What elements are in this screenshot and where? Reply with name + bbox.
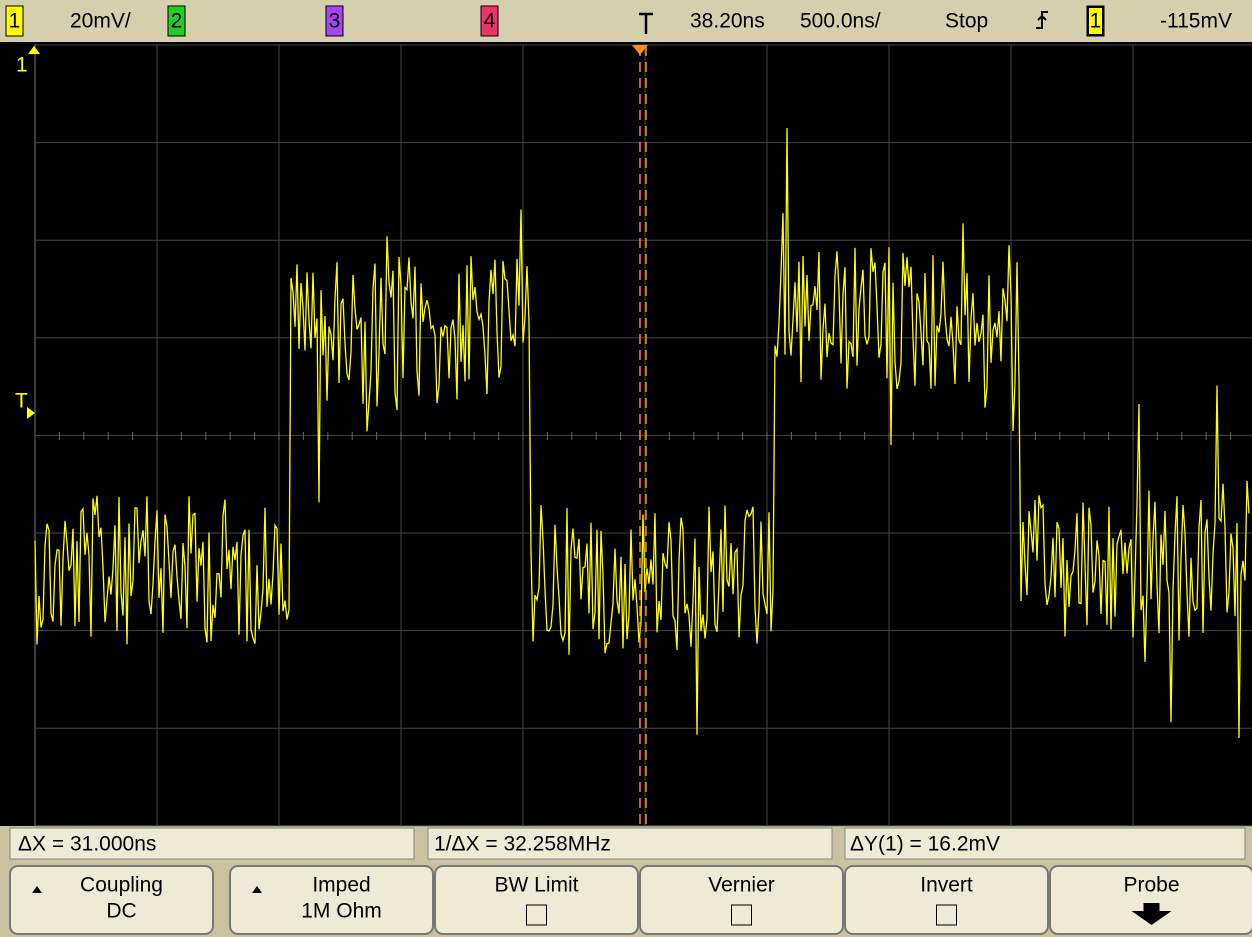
checkbox[interactable]: [937, 905, 957, 925]
softkey-label: Invert: [920, 874, 973, 897]
scope-display: 1 20mV/ 2 3 4 38.20ns 500.0ns/ Stop 1 -1…: [0, 0, 1252, 937]
softkey-value: 1M Ohm: [301, 900, 382, 923]
softkey-label: Vernier: [708, 874, 775, 897]
checkbox[interactable]: [732, 905, 752, 925]
ch4-label[interactable]: 4: [484, 10, 496, 33]
softkey-value: DC: [106, 900, 136, 923]
ground-marker: 1: [16, 54, 28, 77]
ch1-scale: 20mV/: [70, 10, 131, 33]
top-bar: [0, 0, 1252, 42]
ch3-label[interactable]: 3: [329, 10, 341, 33]
time-scale: 500.0ns/: [800, 10, 881, 33]
measurement: ΔX = 31.000ns: [18, 833, 156, 856]
softkey-label: Imped: [312, 874, 370, 897]
ch2-label[interactable]: 2: [171, 10, 183, 33]
checkbox[interactable]: [527, 905, 547, 925]
measurement: ΔY(1) = 16.2mV: [850, 833, 1000, 856]
trigger-source: 1: [1090, 10, 1102, 33]
ch1-label[interactable]: 1: [9, 10, 21, 33]
softkey-label: Probe: [1123, 874, 1179, 897]
measurement: 1/ΔX = 32.258MHz: [434, 833, 611, 856]
delay: 38.20ns: [690, 10, 765, 33]
softkeys: Coupling DC Imped 1M Ohm BW Limit Vernier Inve…: [10, 866, 1252, 934]
softkey-label: BW Limit: [495, 874, 579, 897]
softkey-label: Coupling: [80, 874, 163, 897]
waveform-screen: [0, 42, 1252, 826]
trigger-level: -115mV: [1160, 10, 1232, 33]
run-state[interactable]: Stop: [945, 10, 988, 33]
trigger-marker: T: [15, 390, 28, 413]
